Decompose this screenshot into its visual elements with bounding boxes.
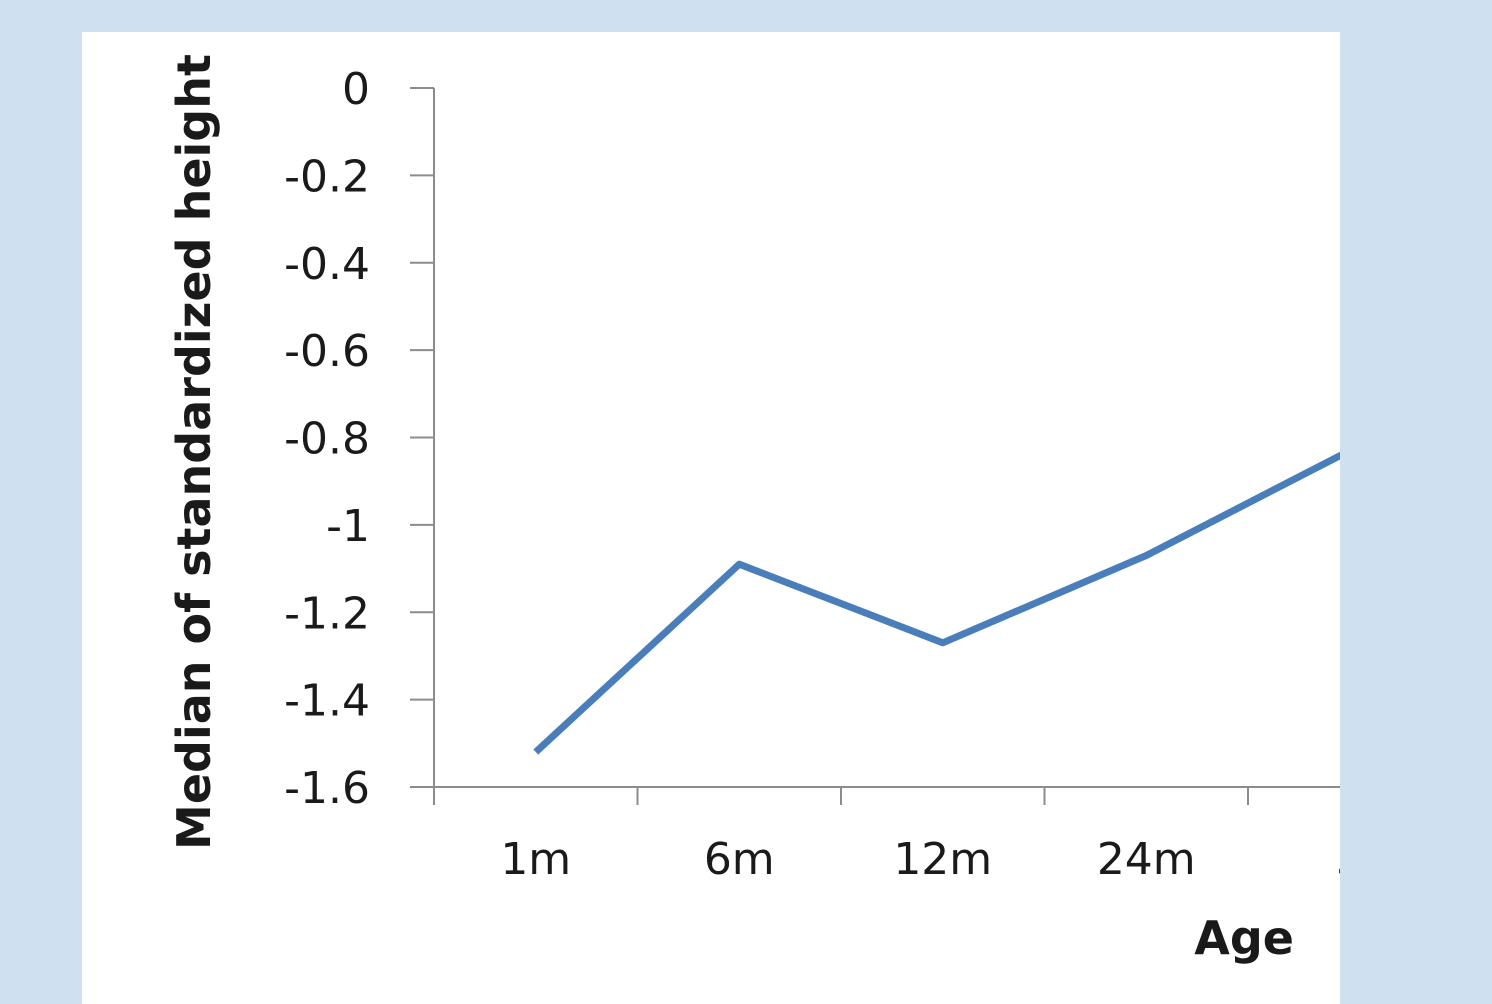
x-axis-ticks: 1m 6m 12m 24m 5 [433,787,1340,885]
y-tick-label: -1.2 [284,588,370,639]
y-axis-title: Median of standardized height [167,54,221,850]
x-axis-title: Age [1194,911,1294,965]
y-tick-label: -1 [326,501,370,552]
y-tick-label: -1.4 [284,676,370,727]
x-tick-label: 6m [704,834,775,885]
y-tick-label: -0.8 [284,414,370,465]
series-group [533,451,1340,755]
series-line-0 [533,451,1340,755]
x-tick-label: 5 [1336,834,1340,885]
chart-panel: 0 -0.2 -0.4 -0.6 -0.8 -1 -1.2 -1.4 -1.6 1m 6m 12m 2… [82,32,1340,1004]
y-axis-ticks: 0 -0.2 -0.4 -0.6 -0.8 -1 -1.2 -1.4 -1.6 [284,64,434,814]
y-tick-label: -0.2 [284,151,370,202]
x-tick-label: 1m [500,834,571,885]
y-tick-label: -0.4 [284,239,370,290]
y-tick-label: -1.6 [284,763,370,814]
line-chart: 0 -0.2 -0.4 -0.6 -0.8 -1 -1.2 -1.4 -1.6 1m 6m 12m 2… [167,54,1340,965]
y-tick-label: 0 [342,64,370,115]
x-tick-label: 12m [893,834,992,885]
y-tick-label: -0.6 [284,326,370,377]
x-tick-label: 24m [1097,834,1196,885]
